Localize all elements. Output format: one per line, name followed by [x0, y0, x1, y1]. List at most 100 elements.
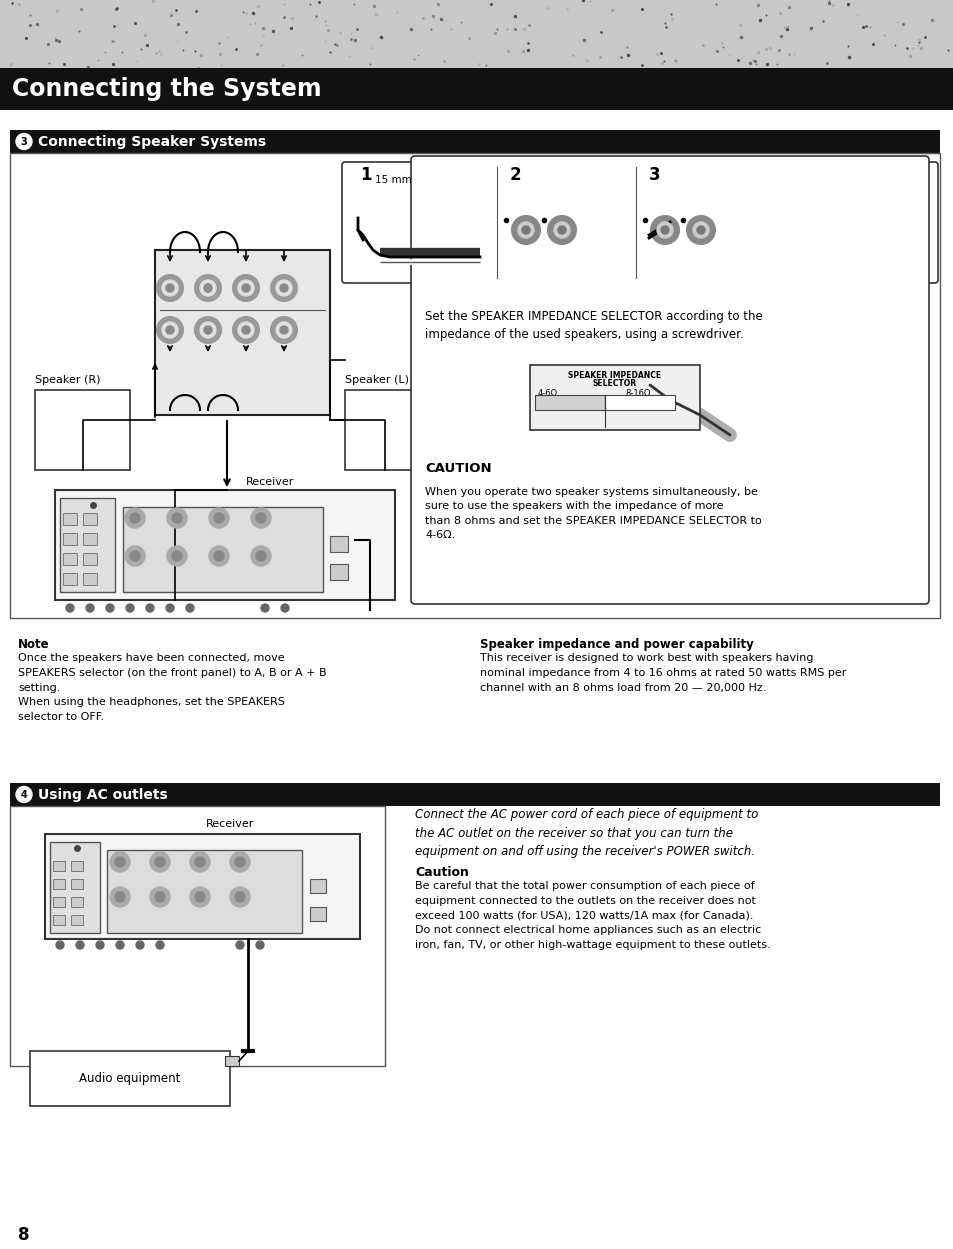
- Text: 1: 1: [359, 166, 371, 184]
- Bar: [310, 907, 326, 921]
- Text: Speaker impedance and power capability: Speaker impedance and power capability: [479, 638, 753, 651]
- Circle shape: [194, 857, 205, 867]
- Text: Using AC outlets: Using AC outlets: [38, 788, 168, 802]
- Bar: [83, 513, 97, 525]
- Bar: [0, 67, 953, 110]
- Circle shape: [150, 852, 170, 872]
- Circle shape: [116, 940, 124, 949]
- Text: Audio equipment: Audio equipment: [79, 1072, 180, 1085]
- Bar: [0, 0, 953, 67]
- Circle shape: [154, 892, 165, 902]
- Text: 8: 8: [18, 1227, 30, 1244]
- Circle shape: [394, 403, 406, 416]
- Bar: [535, 395, 604, 410]
- Circle shape: [251, 508, 271, 528]
- Text: Once the speakers have been connected, move
SPEAKERS selector (on the front pane: Once the speakers have been connected, m…: [18, 653, 326, 722]
- Circle shape: [517, 222, 534, 239]
- Circle shape: [354, 403, 366, 416]
- Text: Connect the AC power cord of each piece of equipment to
the AC outlet on the rec: Connect the AC power cord of each piece …: [415, 808, 758, 858]
- Circle shape: [186, 605, 193, 612]
- Circle shape: [150, 887, 170, 907]
- Bar: [53, 897, 65, 907]
- Circle shape: [96, 940, 104, 949]
- Circle shape: [650, 216, 679, 244]
- Bar: [310, 879, 326, 893]
- Circle shape: [90, 403, 102, 416]
- Circle shape: [16, 787, 32, 803]
- Bar: [63, 513, 77, 525]
- Circle shape: [76, 940, 84, 949]
- Circle shape: [512, 216, 539, 244]
- Circle shape: [547, 216, 576, 244]
- Bar: [60, 498, 115, 592]
- Circle shape: [194, 275, 221, 301]
- Circle shape: [209, 546, 229, 566]
- Bar: [10, 806, 385, 1065]
- Circle shape: [56, 940, 64, 949]
- Circle shape: [172, 551, 182, 561]
- Circle shape: [234, 892, 245, 902]
- Text: 4: 4: [21, 789, 28, 799]
- Bar: [71, 916, 83, 926]
- Bar: [604, 395, 675, 410]
- Circle shape: [521, 226, 530, 234]
- Circle shape: [237, 322, 253, 338]
- Circle shape: [162, 280, 178, 296]
- Bar: [330, 536, 348, 552]
- Circle shape: [200, 322, 215, 338]
- Circle shape: [251, 546, 271, 566]
- Circle shape: [230, 852, 250, 872]
- Circle shape: [157, 317, 183, 343]
- Circle shape: [255, 940, 264, 949]
- Circle shape: [233, 317, 258, 343]
- Text: 3: 3: [648, 166, 659, 184]
- Circle shape: [68, 403, 80, 416]
- Circle shape: [697, 226, 704, 234]
- Circle shape: [235, 940, 244, 949]
- Text: Speaker (L): Speaker (L): [345, 375, 409, 385]
- Circle shape: [558, 226, 565, 234]
- Text: 3: 3: [21, 136, 28, 146]
- Bar: [530, 365, 700, 430]
- Circle shape: [162, 322, 178, 338]
- Text: 8-16Ω: 8-16Ω: [624, 388, 650, 397]
- Bar: [10, 130, 939, 152]
- Text: Connecting the System: Connecting the System: [12, 77, 321, 101]
- Circle shape: [275, 322, 292, 338]
- Circle shape: [157, 275, 183, 301]
- Circle shape: [374, 403, 386, 416]
- Bar: [123, 507, 323, 592]
- Circle shape: [126, 605, 133, 612]
- Bar: [53, 879, 65, 889]
- Circle shape: [130, 513, 140, 523]
- Circle shape: [166, 284, 173, 292]
- Circle shape: [125, 546, 145, 566]
- Text: 2: 2: [510, 166, 521, 184]
- Text: SELECTOR: SELECTOR: [593, 378, 637, 387]
- Bar: [63, 533, 77, 545]
- Bar: [107, 851, 302, 933]
- Circle shape: [242, 326, 250, 333]
- Text: SPEAKER IMPEDANCE: SPEAKER IMPEDANCE: [568, 371, 660, 380]
- Bar: [83, 553, 97, 565]
- Circle shape: [110, 852, 130, 872]
- Circle shape: [200, 280, 215, 296]
- Circle shape: [255, 513, 266, 523]
- Circle shape: [167, 546, 187, 566]
- Circle shape: [280, 326, 288, 333]
- Bar: [63, 553, 77, 565]
- Text: Be careful that the total power consumption of each piece of
equipment connected: Be careful that the total power consumpt…: [415, 881, 770, 950]
- FancyBboxPatch shape: [341, 162, 937, 284]
- Circle shape: [167, 508, 187, 528]
- Bar: [45, 834, 359, 939]
- Bar: [63, 573, 77, 585]
- Circle shape: [194, 317, 221, 343]
- Circle shape: [660, 226, 668, 234]
- Circle shape: [115, 857, 125, 867]
- Circle shape: [242, 284, 250, 292]
- Text: to the second
speaker system: to the second speaker system: [172, 520, 259, 542]
- Circle shape: [554, 222, 569, 239]
- Bar: [71, 879, 83, 889]
- Circle shape: [213, 513, 224, 523]
- Circle shape: [255, 551, 266, 561]
